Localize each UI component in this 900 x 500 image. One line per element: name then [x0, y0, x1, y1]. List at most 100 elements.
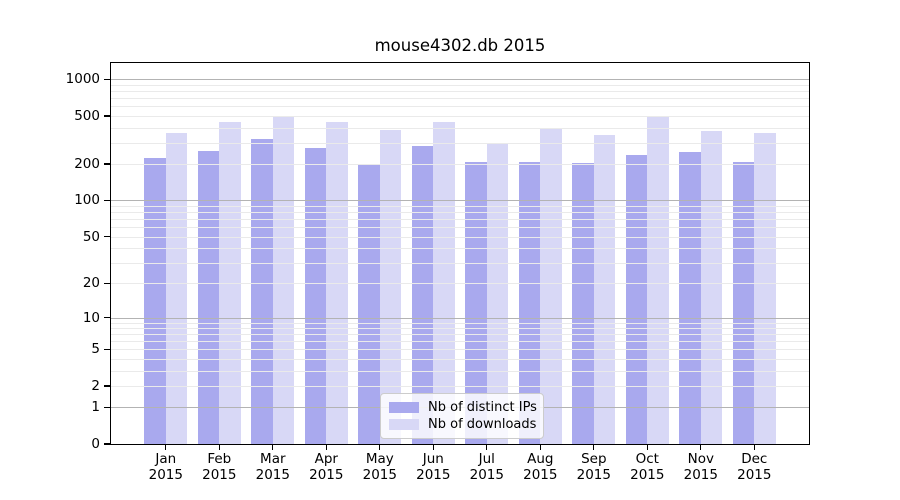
x-tick-jun [432, 445, 434, 450]
bar-downloads-oct [647, 116, 669, 444]
y-tick-label-2: 2 [91, 378, 100, 394]
y-tick-1 [104, 406, 110, 409]
gridline-minor-5 [111, 349, 809, 351]
chart-title: mouse4302.db 2015 [374, 36, 546, 55]
bar-distinct-ips-jun [411, 145, 434, 444]
gridline-minor-90 [111, 205, 809, 207]
y-tick-label-500: 500 [74, 107, 100, 124]
gridline-minor-70 [111, 219, 809, 220]
legend-swatch-distinct-ips [389, 401, 419, 414]
y-tick-5 [104, 348, 110, 351]
x-tick-sep [593, 445, 595, 450]
bar-downloads-mar [272, 116, 295, 444]
bar-downloads-sep [593, 134, 616, 444]
gridline-minor-500 [111, 115, 809, 117]
gridline-minor-3 [111, 370, 809, 372]
x-tick-jan [165, 445, 167, 450]
legend-swatch-downloads [389, 418, 419, 431]
y-tick-500 [104, 115, 110, 117]
legend-label-distinct-ips: Nb of distinct IPs [428, 400, 537, 415]
legend-label-downloads: Nb of downloads [428, 417, 537, 432]
bar-distinct-ips-oct [625, 154, 648, 444]
y-tick-100 [104, 199, 110, 202]
gridline-minor-400 [111, 127, 809, 129]
bar-downloads-aug [540, 128, 562, 444]
gridline-minor-8 [111, 328, 809, 329]
bar-downloads-may [379, 130, 402, 444]
gridline-minor-2 [111, 386, 809, 387]
gridline-minor-20 [111, 283, 809, 285]
x-tick-jul [486, 445, 488, 450]
y-tick-label-1000: 1000 [65, 71, 100, 88]
y-tick-10 [104, 316, 110, 319]
bar-distinct-ips-dec [732, 162, 755, 444]
gridline-major-100 [111, 200, 809, 202]
gridline-minor-40 [111, 248, 809, 249]
legend-item-distinct-ips: Nb of distinct IPs [389, 400, 537, 416]
gridline-minor-9 [111, 322, 809, 324]
y-tick-label-200: 200 [74, 156, 100, 173]
y-tick-label-10: 10 [82, 309, 100, 326]
y-tick-200 [104, 163, 110, 165]
x-tick-dec [753, 445, 755, 450]
bar-distinct-ips-jul [465, 162, 487, 444]
y-tick-label-0: 0 [91, 436, 100, 452]
bar-distinct-ips-mar [251, 139, 273, 444]
gridline-minor-300 [111, 142, 809, 144]
plot-area [110, 62, 810, 445]
bar-distinct-ips-apr [304, 147, 327, 444]
x-tick-feb [218, 445, 220, 450]
bar-distinct-ips-nov [679, 152, 701, 444]
y-tick-20 [104, 282, 110, 284]
gridline-minor-30 [111, 262, 809, 264]
bar-downloads-jul [486, 143, 509, 444]
x-tick-apr [325, 445, 327, 450]
x-tick-label-aug: Aug 2015 [523, 451, 558, 483]
x-tick-label-jul: Jul 2015 [469, 451, 504, 483]
gridline-minor-600 [111, 106, 809, 108]
bar-downloads-nov [700, 131, 723, 444]
gridline-major-10 [111, 317, 809, 319]
bar-downloads-feb [219, 122, 241, 444]
gridline-minor-700 [111, 98, 809, 100]
gridline-minor-800 [111, 91, 809, 93]
gridline-minor-200 [111, 164, 809, 166]
y-tick-0 [104, 443, 110, 445]
x-tick-label-apr: Apr 2015 [309, 451, 344, 483]
x-tick-nov [700, 445, 702, 450]
x-tick-oct [646, 445, 648, 450]
x-tick-label-sep: Sep 2015 [576, 451, 611, 483]
gridline-minor-80 [111, 212, 809, 214]
x-tick-label-may: May 2015 [362, 451, 397, 483]
gridline-minor-7 [111, 334, 809, 336]
bar-downloads-jun [433, 122, 455, 444]
bar-distinct-ips-jan [144, 157, 166, 444]
x-tick-label-oct: Oct 2015 [630, 451, 665, 483]
y-tick-label-1: 1 [91, 399, 100, 416]
legend-item-downloads: Nb of downloads [389, 417, 537, 433]
bar-downloads-jan [165, 133, 188, 444]
gridline-minor-50 [111, 236, 809, 238]
gridline-minor-4 [111, 359, 809, 361]
y-tick-label-50: 50 [82, 228, 100, 245]
x-tick-label-jan: Jan 2015 [148, 451, 183, 483]
gridline-major-1000 [111, 79, 809, 81]
y-tick-2 [104, 385, 110, 387]
gridline-minor-60 [111, 227, 809, 229]
x-tick-label-jun: Jun 2015 [416, 451, 451, 483]
bar-distinct-ips-may [358, 164, 380, 444]
x-tick-label-nov: Nov 2015 [683, 451, 718, 483]
y-tick-1000 [104, 78, 110, 81]
y-tick-label-5: 5 [91, 341, 100, 358]
gridline-minor-6 [111, 341, 809, 343]
x-tick-label-dec: Dec 2015 [737, 451, 772, 483]
bar-downloads-dec [754, 133, 776, 444]
bar-downloads-apr [326, 121, 348, 444]
y-tick-label-100: 100 [74, 192, 100, 209]
y-tick-label-20: 20 [82, 275, 100, 292]
x-tick-label-mar: Mar 2015 [255, 451, 290, 483]
y-tick-50 [104, 235, 110, 238]
bar-distinct-ips-sep [572, 162, 594, 444]
x-tick-may [379, 445, 381, 450]
